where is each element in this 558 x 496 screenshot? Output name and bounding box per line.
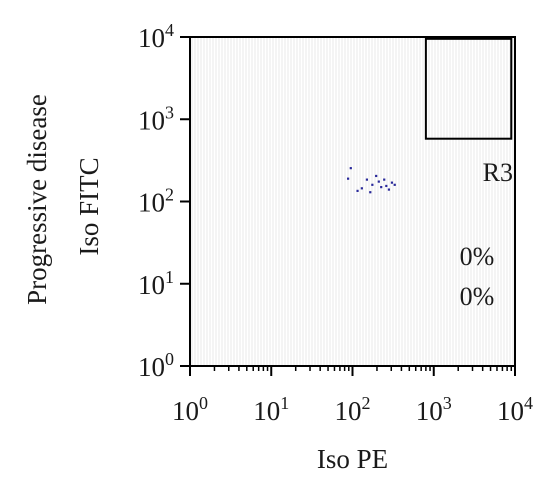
y-axis-ticks xyxy=(180,36,190,367)
y-tick-label: 101 xyxy=(138,267,174,300)
x-axis-ticks xyxy=(189,366,516,376)
y-tick-label: 102 xyxy=(138,185,174,218)
x-tick-label: 101 xyxy=(253,393,289,426)
annotation-percent-2: 0% xyxy=(460,282,495,311)
data-points xyxy=(346,167,396,194)
data-point xyxy=(365,178,369,181)
group-label: Progressive disease xyxy=(22,94,52,305)
gate-rectangle-r3 xyxy=(424,37,513,140)
data-point xyxy=(375,174,378,178)
data-point xyxy=(393,183,396,186)
x-axis-label: Iso PE xyxy=(317,444,388,474)
x-tick-labels: 100 101 102 103 104 xyxy=(172,393,533,426)
x-tick-label: 104 xyxy=(497,393,533,426)
data-point xyxy=(346,177,350,180)
grid-lines xyxy=(191,37,514,366)
data-point xyxy=(360,187,363,190)
x-tick-label: 103 xyxy=(416,393,452,426)
annotation-percent-1: 0% xyxy=(460,242,495,271)
x-tick-label: 102 xyxy=(335,393,371,426)
gate-label: R3 xyxy=(483,158,513,187)
y-axis-label: Iso FITC xyxy=(74,157,104,255)
data-point xyxy=(383,178,386,181)
data-point xyxy=(371,183,374,186)
y-tick-label: 103 xyxy=(138,102,174,135)
data-point xyxy=(390,181,394,184)
data-point xyxy=(380,186,383,189)
y-tick-label: 100 xyxy=(138,349,174,382)
data-point xyxy=(349,167,352,170)
x-tick-label: 100 xyxy=(172,393,208,426)
y-tick-label: 104 xyxy=(138,20,174,53)
y-tick-labels: 100 101 102 103 104 xyxy=(138,20,174,382)
data-point xyxy=(356,189,359,192)
data-point xyxy=(385,184,388,188)
data-point xyxy=(387,188,391,191)
plot-frame xyxy=(189,36,516,367)
data-point xyxy=(369,191,372,194)
data-point xyxy=(377,180,380,183)
